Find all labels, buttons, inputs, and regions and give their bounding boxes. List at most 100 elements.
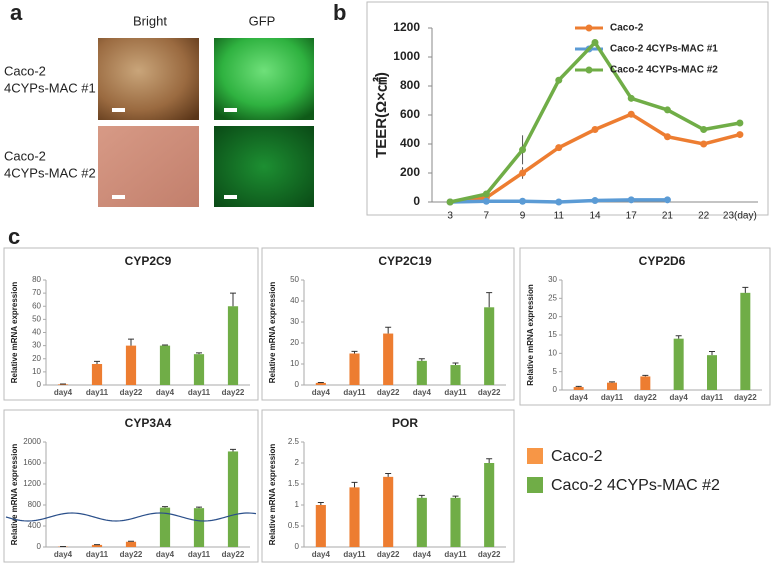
x-tick-label: day4	[413, 388, 432, 397]
legend-label: Caco-2 4CYPs-MAC #2	[551, 477, 720, 494]
y-tick-label: 200	[400, 165, 420, 179]
row-label: 4CYPs-MAC #2	[4, 165, 96, 180]
scale-bar	[112, 108, 125, 112]
y-tick-label: 50	[290, 275, 299, 284]
x-tick-label: 11	[554, 211, 565, 222]
error-bar	[318, 502, 324, 505]
y-tick-label: 1	[295, 500, 300, 509]
y-tick-label: 1200	[393, 20, 420, 34]
x-tick-label: day22	[478, 388, 501, 397]
column-label: GFP	[249, 13, 276, 28]
legend-label: Caco-2 4CYPs-MAC #2	[610, 65, 718, 76]
scale-bar	[224, 195, 237, 199]
y-tick-label: 400	[28, 521, 42, 530]
error-bar	[385, 327, 391, 333]
x-tick-label: day11	[701, 393, 724, 402]
x-tick-label: day11	[444, 550, 467, 559]
y-tick-label: 80	[32, 275, 41, 284]
x-tick-label: 23(day)	[723, 211, 757, 222]
y-tick-label: 0.5	[288, 521, 300, 530]
y-tick-label: 60	[32, 301, 41, 310]
x-tick-label: day22	[734, 393, 757, 402]
bar	[228, 451, 238, 547]
x-tick-label: 7	[484, 211, 490, 222]
y-tick-label: 0	[553, 385, 558, 394]
chart-title: CYP2D6	[639, 254, 686, 268]
y-tick-label: 40	[32, 328, 41, 337]
data-point	[555, 199, 562, 206]
chart-title: CYP2C9	[125, 254, 172, 268]
x-tick-label: day11	[188, 388, 211, 397]
row-label: Caco-2	[4, 148, 46, 163]
y-tick-label: 0	[37, 380, 42, 389]
chart-title: CYP3A4	[125, 416, 172, 430]
bar	[484, 463, 494, 547]
micrograph	[98, 126, 199, 207]
legend-swatch	[527, 448, 543, 464]
y-tick-label: 800	[28, 500, 42, 509]
y-tick-label: 2000	[23, 437, 41, 446]
error-bar	[230, 293, 236, 306]
y-tick-label: 5	[553, 367, 558, 376]
bar	[450, 365, 460, 385]
y-tick-label: 20	[290, 338, 299, 347]
x-tick-label: day22	[222, 388, 245, 397]
x-tick-label: day11	[86, 388, 109, 397]
error-bar	[94, 361, 100, 364]
x-tick-label: day4	[312, 550, 331, 559]
y-axis-label: Relative mRNA expression	[526, 284, 535, 386]
error-bar	[453, 363, 459, 365]
x-tick-label: 3	[447, 211, 453, 222]
row-label: 4CYPs-MAC #1	[4, 80, 96, 95]
bar	[707, 355, 717, 390]
y-tick-label: 1000	[393, 49, 420, 63]
data-point	[447, 199, 454, 206]
error-bar	[128, 541, 134, 542]
data-point	[628, 196, 635, 203]
bar	[640, 376, 650, 390]
data-point	[664, 133, 671, 140]
y-tick-label: 800	[400, 78, 420, 92]
data-point	[592, 197, 599, 204]
legend-label: Caco-2 4CYPs-MAC #1	[610, 44, 718, 55]
x-tick-label: 17	[626, 211, 638, 222]
x-tick-label: day4	[670, 393, 689, 402]
x-tick-label: day22	[634, 393, 657, 402]
x-tick-label: day22	[377, 550, 400, 559]
scale-bar	[112, 195, 125, 199]
bar	[450, 498, 460, 547]
micrograph	[98, 38, 199, 120]
x-tick-label: 14	[589, 211, 601, 222]
y-tick-label: 70	[32, 288, 41, 297]
panel-frame	[367, 2, 768, 215]
x-tick-label: day22	[120, 550, 143, 559]
bar	[574, 387, 584, 390]
y-axis-label: Relative mRNA expression	[10, 444, 19, 546]
legend-label: Caco-2	[610, 23, 644, 34]
y-tick-label: 10	[290, 359, 299, 368]
bar	[194, 354, 204, 385]
bar	[349, 487, 359, 547]
scale-bar	[224, 108, 237, 112]
chart-title: POR	[392, 416, 418, 430]
bar	[92, 545, 102, 547]
y-tick-label: 15	[548, 330, 557, 339]
data-point	[664, 196, 671, 203]
error-bar	[642, 375, 648, 376]
data-point	[664, 106, 671, 113]
y-tick-label: 0	[413, 194, 420, 208]
error-bar	[196, 507, 202, 508]
y-tick-label: 20	[548, 312, 557, 321]
error-bar	[676, 336, 682, 339]
bar	[349, 354, 359, 386]
bar	[92, 364, 102, 385]
error-bar	[419, 495, 425, 498]
error-bar	[352, 482, 358, 487]
bar	[383, 334, 393, 385]
data-point	[736, 131, 743, 138]
x-tick-label: 21	[662, 211, 674, 222]
bar	[484, 307, 494, 385]
bar	[417, 498, 427, 547]
x-tick-label: day4	[156, 388, 175, 397]
x-tick-label: 9	[520, 211, 526, 222]
